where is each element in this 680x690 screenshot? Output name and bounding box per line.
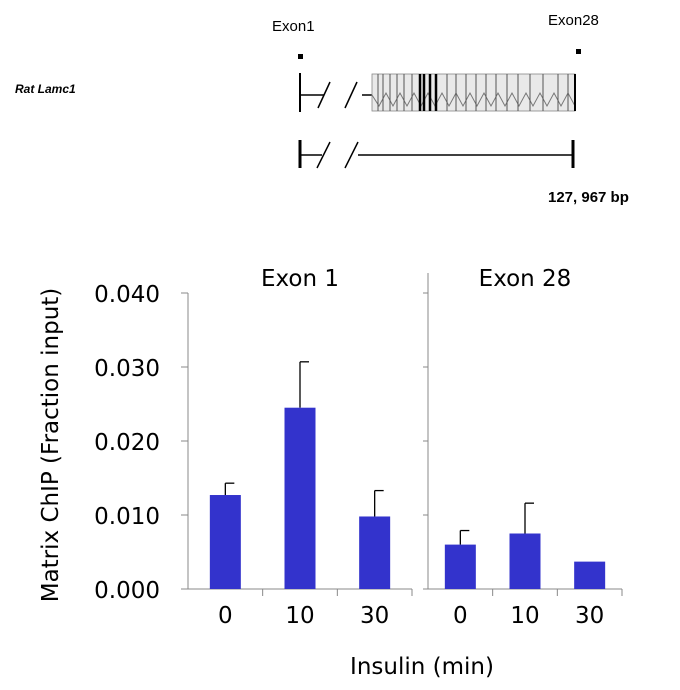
x-tick-label: 0 bbox=[218, 603, 233, 629]
y-tick-label: 0.040 bbox=[94, 282, 160, 308]
bar bbox=[284, 407, 316, 589]
x-tick-label: 10 bbox=[510, 603, 539, 629]
y-tick-label: 0.000 bbox=[94, 578, 160, 604]
bar bbox=[359, 516, 391, 589]
exon28-marker bbox=[576, 49, 581, 54]
gene-structure-diagram bbox=[298, 49, 581, 169]
panel-title: Exon 1 bbox=[261, 266, 339, 292]
y-tick-label: 0.020 bbox=[94, 430, 160, 456]
x-tick-label: 30 bbox=[360, 603, 389, 629]
bar bbox=[444, 544, 476, 589]
x-tick-label: 0 bbox=[453, 603, 468, 629]
exon1-marker bbox=[298, 54, 303, 59]
x-tick-label: 30 bbox=[575, 603, 604, 629]
y-axis-label: Matrix ChIP (Fraction input) bbox=[38, 288, 64, 603]
bar bbox=[509, 533, 541, 589]
panel-title: Exon 28 bbox=[479, 266, 572, 292]
exon-intron-structure bbox=[299, 73, 576, 112]
gene-locus-line bbox=[298, 140, 575, 169]
x-axis-label: Insulin (min) bbox=[350, 654, 494, 680]
y-tick-label: 0.030 bbox=[94, 356, 160, 382]
x-tick-label: 10 bbox=[285, 603, 314, 629]
gene-name: Rat Lamc1 bbox=[15, 82, 76, 96]
exon-end-label: Exon28 bbox=[548, 12, 599, 29]
gene-length-label: 127, 967 bp bbox=[548, 189, 629, 206]
y-tick-label: 0.010 bbox=[94, 504, 160, 530]
bar bbox=[574, 561, 606, 589]
bar bbox=[209, 495, 241, 589]
plot-area: 0.000 0.010 0.020 0.030 0.040 Exon 1 0 10 30 Exon… bbox=[94, 266, 623, 629]
exon-start-label: Exon1 bbox=[272, 18, 315, 35]
